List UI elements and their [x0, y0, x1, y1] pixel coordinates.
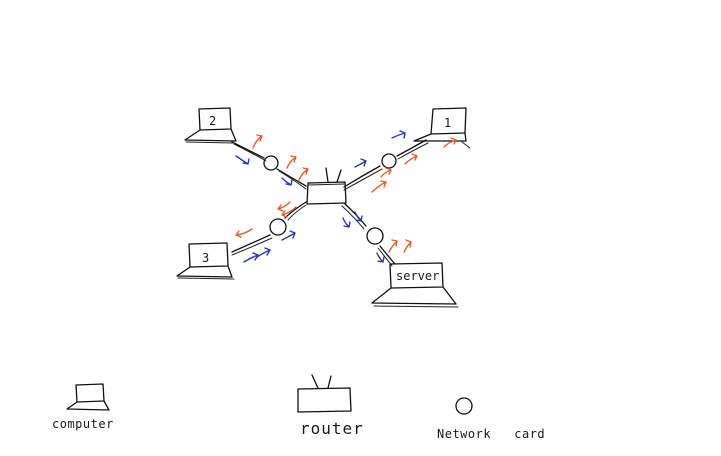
server-label: server: [396, 269, 439, 283]
outgoing-arrow: [380, 167, 392, 178]
outgoing-arrow: [235, 228, 253, 238]
laptop-icon: [184, 107, 237, 144]
network-card-icon: [455, 397, 473, 415]
incoming-arrow: [281, 230, 296, 241]
computer-1: 1: [413, 107, 471, 149]
computer-2-label: 2: [209, 114, 216, 128]
outgoing-arrow: [388, 239, 398, 253]
cable-computer-2-second-stroke: [233, 143, 307, 190]
legend-router: router: [297, 374, 364, 438]
computer-3: 3: [176, 242, 235, 280]
incoming-arrow: [376, 252, 385, 263]
computer-3-label: 3: [202, 251, 209, 265]
incoming-arrow: [243, 252, 259, 263]
laptop-icon: [371, 262, 459, 308]
network-card-icon: [366, 227, 384, 245]
outgoing-arrow: [281, 206, 297, 218]
incoming-arrows: [235, 130, 406, 263]
incoming-arrow: [391, 130, 406, 139]
incoming-arrow: [354, 211, 363, 222]
outgoing-arrow: [286, 155, 297, 169]
router-icon: [297, 374, 352, 413]
outgoing-arrow: [252, 134, 263, 149]
computer-1-label: 1: [444, 116, 451, 130]
computer-2: 2: [184, 107, 237, 144]
incoming-arrow: [235, 155, 250, 165]
incoming-arrow: [342, 217, 351, 228]
cable-computer-3-second-stroke: [231, 204, 307, 256]
laptop-icon: [66, 383, 110, 411]
network-card-icon: [381, 153, 397, 169]
legend-network-card-label: Network card: [437, 427, 545, 441]
cable-computer-1-second-stroke: [343, 142, 429, 191]
router-icon: [306, 167, 347, 205]
cable-computer-3: [231, 201, 307, 253]
legend-computer: computer: [52, 383, 114, 431]
server: server: [371, 262, 459, 308]
outgoing-arrow: [277, 201, 291, 212]
cable-server: [343, 202, 396, 265]
outgoing-arrow: [404, 153, 418, 165]
network-card-icon: [263, 155, 279, 171]
outgoing-arrow: [403, 239, 412, 253]
outgoing-arrows: [235, 134, 457, 253]
legend: computer router Network card: [52, 374, 545, 441]
outgoing-arrow: [298, 167, 309, 181]
legend-computer-label: computer: [52, 417, 114, 431]
network-card-icon: [269, 218, 287, 236]
cable-computer-1: [343, 139, 427, 188]
legend-router-label: router: [300, 419, 364, 438]
laptop-icon: [176, 242, 235, 280]
incoming-arrow: [256, 247, 271, 258]
cable-computer-2: [231, 141, 307, 187]
laptop-icon: [413, 107, 471, 149]
incoming-arrow: [354, 158, 367, 168]
outgoing-arrow: [371, 180, 387, 193]
cable-server-second-stroke: [341, 205, 393, 267]
incoming-arrow: [281, 177, 293, 186]
outgoing-arrow: [443, 137, 457, 148]
legend-network-card: Network card: [437, 397, 545, 441]
network-cards: [263, 153, 397, 245]
